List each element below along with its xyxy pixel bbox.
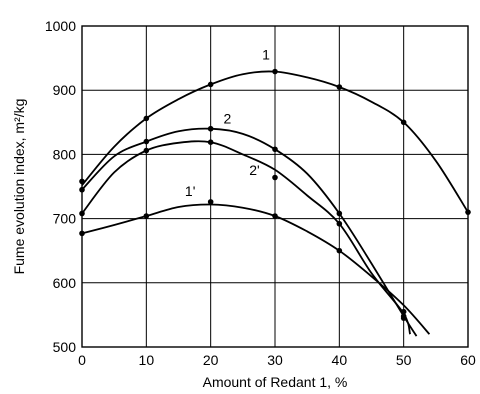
data-point-1 <box>400 119 407 126</box>
y-tick-label: 500 <box>53 339 77 355</box>
y-tick-labels: 500 600 700 800 900 1000 <box>45 18 76 355</box>
data-point-1 <box>336 84 343 90</box>
x-tick-labels: 0 10 20 30 40 50 60 <box>78 352 476 368</box>
data-point-1-prime <box>207 199 214 205</box>
data-point-1 <box>272 68 278 75</box>
data-point-1-prime <box>272 213 278 219</box>
curve-label-1: 1 <box>262 46 270 62</box>
data-point-2-prime <box>143 147 150 154</box>
data-point-2-prime <box>400 308 407 315</box>
data-point-1 <box>465 209 471 215</box>
x-tick-label: 20 <box>203 352 219 368</box>
x-tick-label: 0 <box>78 352 86 368</box>
data-point-1-prime <box>336 247 343 254</box>
curve-labels: 1 2 2' 1' <box>185 46 270 199</box>
x-tick-label: 40 <box>332 352 348 368</box>
curve-2-prime <box>81 140 411 335</box>
y-axis-title: Fume evolution index, m²/kg <box>11 99 27 275</box>
y-tick-label: 600 <box>53 275 77 291</box>
data-point-2 <box>207 125 214 132</box>
curve-label-2: 2 <box>224 111 232 127</box>
curve-2 <box>81 127 418 337</box>
data-point-2-prime <box>79 210 85 217</box>
data-point-1 <box>79 178 85 185</box>
data-point-2 <box>272 146 278 153</box>
data-point-2-prime <box>207 139 214 146</box>
data-point-2-prime <box>272 174 278 181</box>
data-point-2 <box>336 210 343 217</box>
y-tick-label: 1000 <box>45 18 76 34</box>
x-tick-label: 50 <box>396 352 412 368</box>
data-point-1-prime <box>79 230 85 237</box>
y-tick-label: 900 <box>53 82 77 98</box>
data-points <box>79 68 471 321</box>
data-point-2 <box>143 138 150 145</box>
curve-label-2-prime: 2' <box>249 162 259 178</box>
data-point-1-prime <box>143 213 150 219</box>
x-axis-title: Amount of Redant 1, % <box>203 374 348 390</box>
x-tick-label: 60 <box>460 352 476 368</box>
data-point-1-prime <box>400 315 407 321</box>
data-point-1 <box>143 115 150 122</box>
y-tick-label: 700 <box>53 211 77 227</box>
data-point-1 <box>207 81 214 88</box>
curve-1-prime <box>81 203 431 335</box>
y-tick-label: 800 <box>53 146 77 162</box>
x-tick-label: 30 <box>267 352 283 368</box>
data-point-2 <box>79 186 85 193</box>
data-point-2-prime <box>336 220 343 227</box>
curve-label-1-prime: 1' <box>185 183 195 199</box>
x-tick-label: 10 <box>139 352 155 368</box>
plot-frame <box>81 25 469 348</box>
